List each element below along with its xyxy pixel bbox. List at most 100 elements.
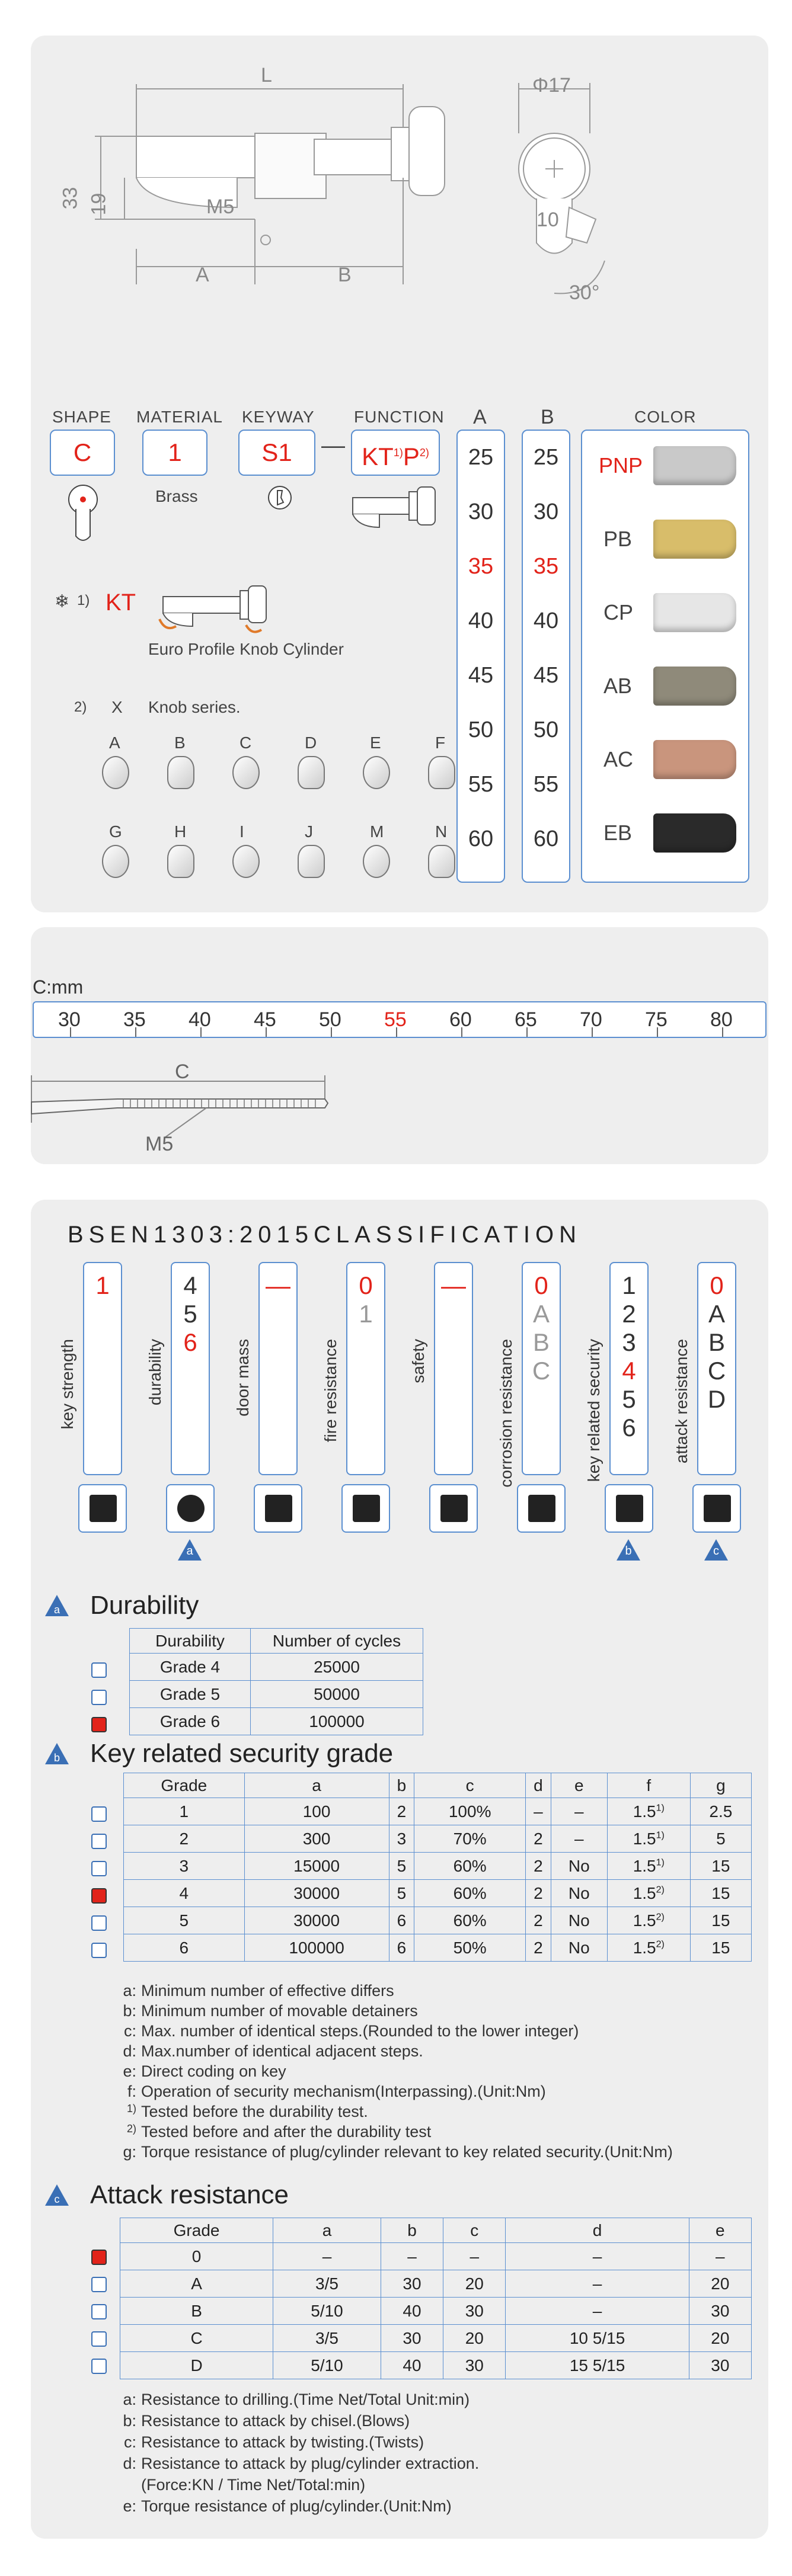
ks-cell-value: 15 (711, 1911, 730, 1930)
attack-note-text: Resistance to attack by twisting.(Twists… (141, 2433, 424, 2451)
note2-x: X (111, 698, 123, 716)
durability-checkbox[interactable] (91, 1717, 107, 1732)
class-value: 5 (622, 1385, 636, 1413)
ks-header: g (689, 1773, 752, 1798)
color-label: COLOR (634, 408, 697, 426)
ks-checkbox[interactable] (91, 1915, 107, 1931)
ks-note-key: d: (123, 2042, 136, 2060)
knob-icon (428, 845, 455, 878)
ks-cell: 6 (388, 1907, 415, 1934)
ks-checkbox[interactable] (91, 1861, 107, 1876)
class-value: C (707, 1357, 726, 1385)
col-a-label: A (473, 406, 487, 428)
b-value: 45 (533, 663, 559, 688)
attack-cell: – (505, 2242, 689, 2270)
knob-icon (232, 845, 260, 878)
ks-cell: 15 (689, 1879, 752, 1907)
class-icon (166, 1484, 215, 1533)
b-value: 50 (533, 717, 559, 742)
attack-cell: 5/10 (273, 2351, 381, 2379)
durability-checkbox[interactable] (91, 1690, 107, 1705)
key-security-badge-icon: b (45, 1743, 69, 1764)
attack-header: e (688, 2218, 752, 2243)
attack-checkbox[interactable] (91, 2304, 107, 2319)
note2-marker: 2) (74, 699, 87, 715)
b-value: 30 (533, 499, 559, 524)
ruler-tick (396, 1027, 397, 1037)
ks-cell: 100000 (244, 1934, 389, 1962)
ks-header: d (525, 1773, 551, 1798)
knob-icon (232, 756, 260, 789)
knob-label: B (174, 733, 186, 752)
durability-title: Durability (90, 1591, 199, 1620)
class-value: 2 (622, 1300, 636, 1328)
class-value: 4 (183, 1271, 197, 1299)
b-value: 25 (533, 445, 559, 470)
ks-note-text: Max.number of identical adjacent steps. (141, 2042, 423, 2060)
durability-checkbox[interactable] (91, 1662, 107, 1678)
ks-cell: 100 (244, 1798, 389, 1825)
attack-checkbox[interactable] (91, 2331, 107, 2347)
attack-cell: 20 (688, 2324, 752, 2352)
ks-note-text: Minimum number of effective differs (141, 1982, 394, 2000)
a-value: 35 (468, 554, 494, 579)
ks-cell: 2 (525, 1852, 551, 1880)
class-column-label: durability (146, 1339, 164, 1406)
attack-note: c: Resistance to attack by twisting.(Twis… (113, 2433, 424, 2452)
ks-cell-sup: 2) (656, 1885, 665, 1895)
ks-cell: 50% (414, 1934, 526, 1962)
ks-header: b (388, 1773, 415, 1798)
ks-cell: 3 (388, 1825, 415, 1853)
attack-header: b (380, 2218, 444, 2243)
class-value: 3 (622, 1328, 636, 1356)
dim-19: 19 (87, 193, 110, 216)
attack-note-text: Resistance to attack by chisel.(Blows) (141, 2412, 410, 2430)
color-name: PNP (599, 453, 643, 478)
class-icon-glyph (265, 1495, 292, 1522)
attack-note-key: c: (123, 2433, 136, 2451)
class-value: D (707, 1385, 726, 1413)
cylinder-technical-drawing (95, 83, 605, 294)
class-column-label: key related security (585, 1339, 603, 1482)
class-value: 1 (622, 1271, 636, 1299)
ks-checkbox[interactable] (91, 1943, 107, 1958)
class-icon-glyph (616, 1495, 643, 1522)
class-column-box: — (258, 1262, 298, 1475)
ks-cell-value: 2 (534, 1883, 543, 1902)
attack-note-key: d: (123, 2455, 136, 2472)
ruler-value: 75 (645, 1008, 668, 1031)
durability-row: Grade 5 50000 (129, 1680, 423, 1708)
function-label: FUNCTION (354, 408, 445, 426)
attack-checkbox[interactable] (91, 2250, 107, 2265)
ks-cell-value: 100000 (289, 1938, 344, 1957)
knob-label: I (239, 822, 244, 841)
attack-cell: 20 (688, 2270, 752, 2298)
ks-cell-value: 1.5 (633, 1911, 656, 1930)
ks-checkbox[interactable] (91, 1806, 107, 1822)
ks-cell-value: 1.5 (633, 1802, 656, 1821)
ks-cell-value: 100 (302, 1802, 331, 1821)
function-value-box: KT1)P2) (351, 430, 440, 476)
note1-marker: 1) (77, 592, 90, 608)
attack-checkbox[interactable] (91, 2277, 107, 2292)
ks-checkbox[interactable] (91, 1834, 107, 1849)
a-value: 60 (468, 826, 494, 851)
function-sup-2: 2) (419, 447, 429, 459)
ks-row: 5 30000 6 60% 2 No 1.52) 15 (123, 1907, 752, 1934)
b-value: 35 (533, 554, 559, 579)
ks-cell: 5 (689, 1825, 752, 1853)
ks-cell-value: 2 (397, 1802, 407, 1821)
ks-note: a: Minimum number of effective differs (113, 1982, 394, 2000)
color-swatch (653, 520, 736, 559)
ks-checkbox[interactable] (91, 1888, 107, 1904)
attack-checkbox[interactable] (91, 2359, 107, 2374)
color-swatch (653, 813, 736, 853)
ks-cell-value: 3 (179, 1856, 189, 1875)
attack-cell: 20 (443, 2270, 506, 2298)
durability-header-grade: Durability (129, 1628, 251, 1654)
ks-cell: 300 (244, 1825, 389, 1853)
class-icon-glyph (90, 1495, 117, 1522)
ks-cell-value: 60% (453, 1911, 487, 1930)
